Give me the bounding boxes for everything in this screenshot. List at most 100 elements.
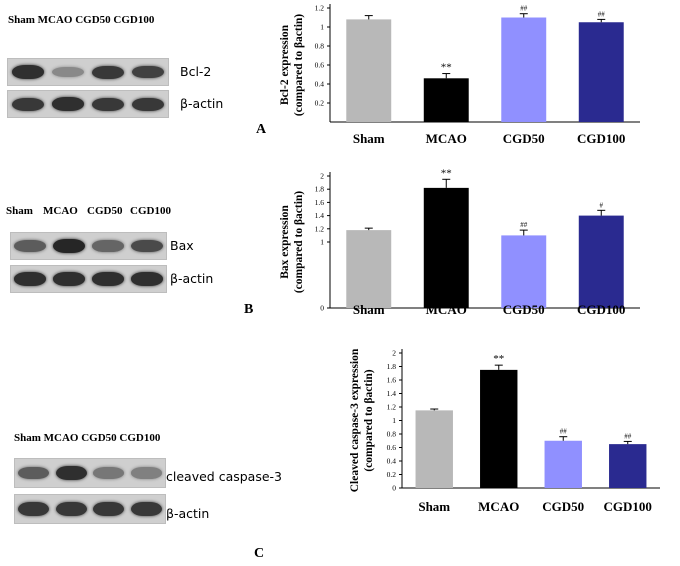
blot-band [14, 272, 47, 286]
blot-actin-b [10, 265, 167, 293]
y-tick-label: 1.8 [315, 185, 325, 194]
blot-actin-c [14, 494, 166, 524]
y-tick-label: 0.4 [387, 457, 397, 466]
y-axis-label: Bax expression [279, 205, 291, 279]
blot-band [130, 239, 163, 253]
bar [346, 19, 392, 122]
blot-actin-a [7, 90, 169, 118]
y-tick-label: 0.6 [315, 61, 325, 70]
blot-band [131, 65, 165, 79]
y-tick-label: 1 [320, 238, 324, 247]
significance-label: ** [493, 353, 504, 365]
lane-header-b-mcao: MCAO [43, 205, 78, 217]
y-tick-label: 2 [320, 172, 324, 181]
bar [501, 17, 547, 122]
y-tick-label: 1.6 [315, 198, 325, 207]
y-tick-label: 1.8 [387, 362, 397, 371]
blot-band [55, 465, 87, 481]
bar [544, 440, 582, 488]
blot-cleaved-caspase3 [14, 458, 166, 488]
significance-label: ## [560, 428, 568, 436]
blot-label-actin-b: β-actin [170, 271, 214, 286]
lane-header-b-sham: Sham [6, 205, 33, 217]
lane-header-b-cgd100: CGD100 [130, 205, 171, 217]
blot-band [14, 240, 47, 252]
bar [480, 369, 518, 488]
bar [578, 215, 624, 308]
bax-bar-chart: 0 1 1.2 1.4 1.6 1.8 2 Bax expression (compared t… [279, 167, 640, 317]
blot-band [130, 467, 162, 479]
blot-band [93, 502, 125, 516]
x-tick-label: Sham [418, 499, 450, 514]
blot-band [130, 502, 162, 516]
bar [578, 22, 624, 122]
blot-band [51, 66, 85, 78]
blot-label-actin-c: β-actin [166, 506, 210, 521]
y-tick-label: 1.4 [315, 211, 325, 220]
blot-label-bax: Bax [170, 238, 194, 253]
significance-label: ## [520, 5, 528, 13]
blot-band [91, 240, 124, 252]
significance-label: # [600, 201, 604, 209]
blot-band [18, 502, 50, 516]
panel-letter-a: A [256, 122, 267, 137]
x-tick-label: MCAO [426, 302, 467, 317]
significance-label: ## [624, 432, 632, 440]
x-tick-label: Sham [353, 302, 385, 317]
y-tick-label: 0.8 [387, 430, 397, 439]
y-axis-label: (compared to βactin) [293, 191, 305, 293]
blot-band [131, 97, 165, 111]
x-tick-label: CGD50 [542, 499, 584, 514]
bar [423, 78, 469, 122]
x-tick-label: CGD100 [577, 302, 625, 317]
blot-label-cleaved-caspase3: cleaved caspase-3 [166, 469, 282, 484]
y-tick-label: 0.4 [315, 80, 325, 89]
significance-label: ** [441, 62, 452, 74]
bar [501, 235, 547, 308]
y-tick-label: 1.2 [315, 224, 325, 233]
x-tick-label: MCAO [478, 499, 519, 514]
significance-label: ## [598, 10, 606, 18]
y-axis-label: (compared to βactin) [363, 369, 375, 471]
y-tick-label: 1.6 [387, 376, 397, 385]
significance-label: ## [520, 221, 528, 229]
blot-band [51, 97, 85, 111]
blot-band [53, 239, 85, 253]
bar [609, 444, 647, 488]
blot-bcl2 [7, 58, 169, 86]
blot-band [18, 466, 50, 480]
bar [415, 410, 453, 488]
x-tick-label: Sham [353, 131, 385, 146]
bar [423, 187, 469, 308]
y-tick-label: 0.8 [315, 42, 325, 51]
panel-letter-b: B [244, 302, 254, 317]
y-axis-label: (compared to βactin) [293, 14, 305, 116]
blot-band [91, 65, 125, 79]
significance-label: ** [441, 167, 452, 179]
blot-band [93, 467, 125, 479]
y-tick-label: 1.2 [315, 4, 325, 13]
blot-band [53, 272, 85, 286]
blot-band [91, 97, 125, 111]
x-tick-label: MCAO [426, 131, 467, 146]
blot-band [55, 502, 87, 516]
lane-header-c: Sham MCAO CGD50 CGD100 [14, 432, 161, 444]
y-tick-label: 1.2 [387, 403, 397, 412]
y-tick-label: 1.4 [387, 389, 397, 398]
blot-band [130, 272, 163, 286]
cleaved-caspase3-bar-chart: 0 0.2 0.4 0.6 0.8 1 1.2 1.4 1.6 1.8 2 Cleaved caspa… [349, 348, 660, 514]
x-tick-label: CGD50 [503, 302, 545, 317]
x-tick-label: CGD50 [503, 131, 545, 146]
bar [346, 230, 392, 308]
lane-header-b-cgd50: CGD50 [87, 205, 123, 217]
y-axis-label: Bcl-2 expression [279, 24, 291, 105]
y-tick-label: 0.2 [387, 470, 397, 479]
panel-letter-c: C [254, 546, 265, 561]
bcl2-bar-chart: 0.2 0.4 0.6 0.8 1 1.2 Bcl-2 expression (compare… [279, 4, 640, 146]
y-tick-label: 2 [392, 349, 396, 358]
y-tick-label: 1 [320, 23, 324, 32]
y-tick-label: 0.6 [387, 443, 397, 452]
blot-label-actin-a: β-actin [180, 96, 224, 111]
blot-band [11, 97, 45, 111]
blot-band [91, 272, 124, 286]
